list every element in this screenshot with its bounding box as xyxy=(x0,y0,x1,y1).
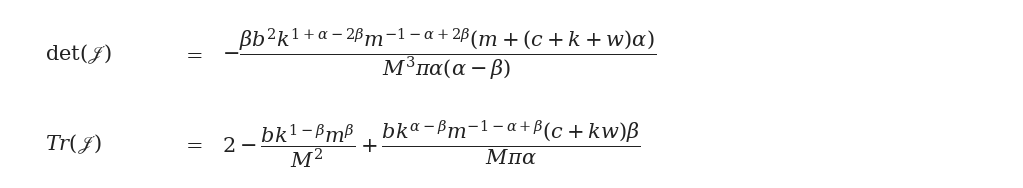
Text: $=$: $=$ xyxy=(182,134,204,154)
Text: $=$: $=$ xyxy=(182,45,204,64)
Text: $\det(\mathscr{J})$: $\det(\mathscr{J})$ xyxy=(45,43,113,66)
Text: $2 - \dfrac{bk^{1-\beta}m^{\beta}}{M^2} + \dfrac{bk^{\alpha-\beta}m^{-1-\alpha+\: $2 - \dfrac{bk^{1-\beta}m^{\beta}}{M^2} … xyxy=(222,118,641,170)
Text: $-\dfrac{\beta b^2 k^{1+\alpha-2\beta} m^{-1-\alpha+2\beta}(m+(c+k+w)\alpha)}{M^: $-\dfrac{\beta b^2 k^{1+\alpha-2\beta} m… xyxy=(222,27,657,82)
Text: $Tr(\mathscr{J})$: $Tr(\mathscr{J})$ xyxy=(45,133,102,156)
